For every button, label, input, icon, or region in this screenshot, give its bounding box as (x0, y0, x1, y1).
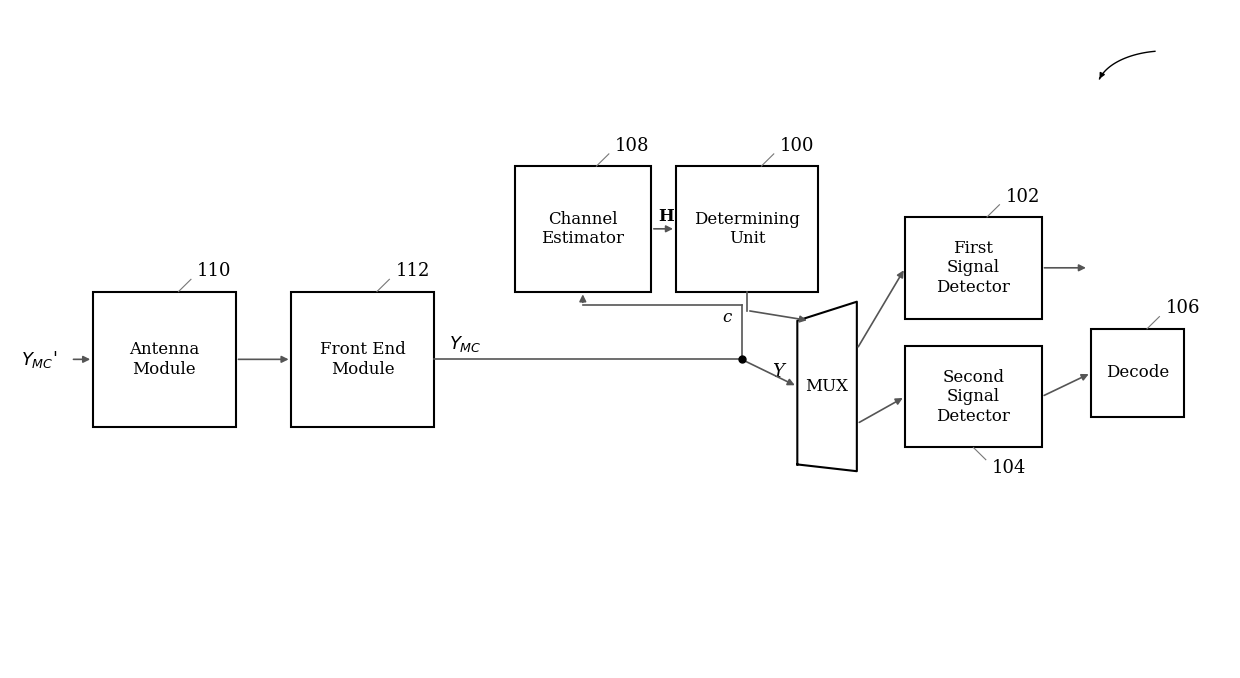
Text: Antenna
Module: Antenna Module (129, 341, 200, 378)
Polygon shape (797, 302, 857, 471)
Text: First
Signal
Detector: First Signal Detector (936, 240, 1011, 296)
Text: Determining
Unit: Determining Unit (694, 211, 800, 247)
FancyBboxPatch shape (291, 292, 434, 427)
FancyBboxPatch shape (676, 166, 818, 292)
Text: 100: 100 (780, 137, 815, 155)
FancyBboxPatch shape (515, 166, 651, 292)
Text: 104: 104 (992, 459, 1027, 477)
Text: 112: 112 (396, 262, 430, 280)
Text: H: H (658, 208, 675, 225)
Text: Front End
Module: Front End Module (320, 341, 405, 378)
Text: 110: 110 (197, 262, 232, 280)
Text: 102: 102 (1006, 188, 1040, 205)
Text: Channel
Estimator: Channel Estimator (542, 211, 624, 247)
FancyBboxPatch shape (905, 346, 1042, 447)
Text: Y: Y (773, 363, 785, 380)
Text: 106: 106 (1166, 300, 1200, 317)
Text: $Y_{MC}$: $Y_{MC}$ (449, 334, 481, 355)
Text: MUX: MUX (806, 378, 848, 395)
FancyBboxPatch shape (93, 292, 236, 427)
Text: 108: 108 (615, 137, 650, 155)
Text: $Y_{MC}$': $Y_{MC}$' (21, 349, 57, 370)
FancyBboxPatch shape (1091, 329, 1184, 417)
Text: Decode: Decode (1106, 364, 1169, 382)
Text: Second
Signal
Detector: Second Signal Detector (936, 369, 1011, 424)
Text: c: c (723, 308, 732, 326)
FancyBboxPatch shape (905, 217, 1042, 319)
